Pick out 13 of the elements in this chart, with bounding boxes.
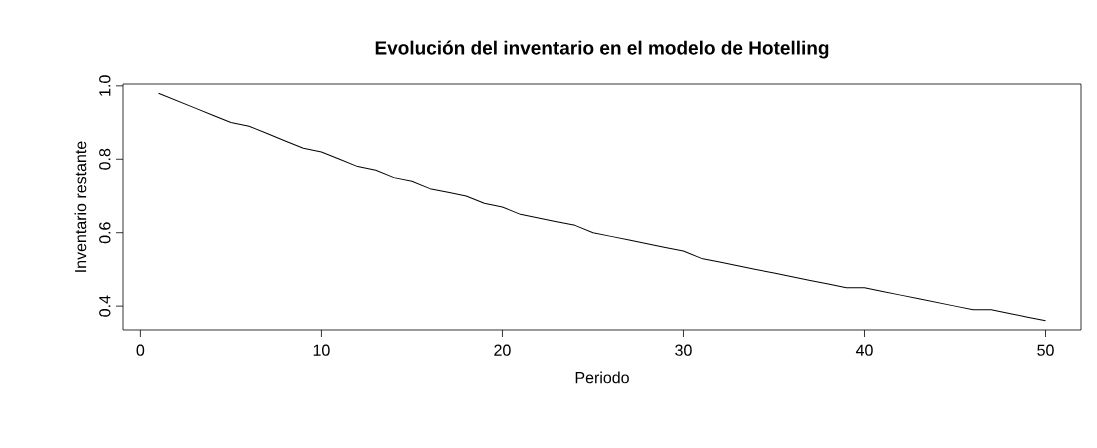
y-axis-title: Inventario restante (74, 141, 87, 272)
x-tick-label: 0 (136, 344, 145, 356)
y-tick-label: 0.8 (99, 148, 111, 170)
x-tick-label: 40 (855, 344, 873, 356)
x-tick-label: 50 (1037, 344, 1054, 356)
y-tick-label: 0.4 (99, 295, 111, 317)
y-tick-label: 1.0 (99, 75, 111, 96)
chart-title: Evolución del inventario en el modelo de Hotelling (375, 40, 829, 59)
y-tick-label: 0.6 (99, 222, 111, 244)
x-tick-label: 10 (313, 344, 330, 356)
x-tick-label: 30 (675, 344, 692, 356)
x-axis-title: Periodo (575, 371, 629, 384)
x-tick-label: 20 (494, 344, 511, 356)
